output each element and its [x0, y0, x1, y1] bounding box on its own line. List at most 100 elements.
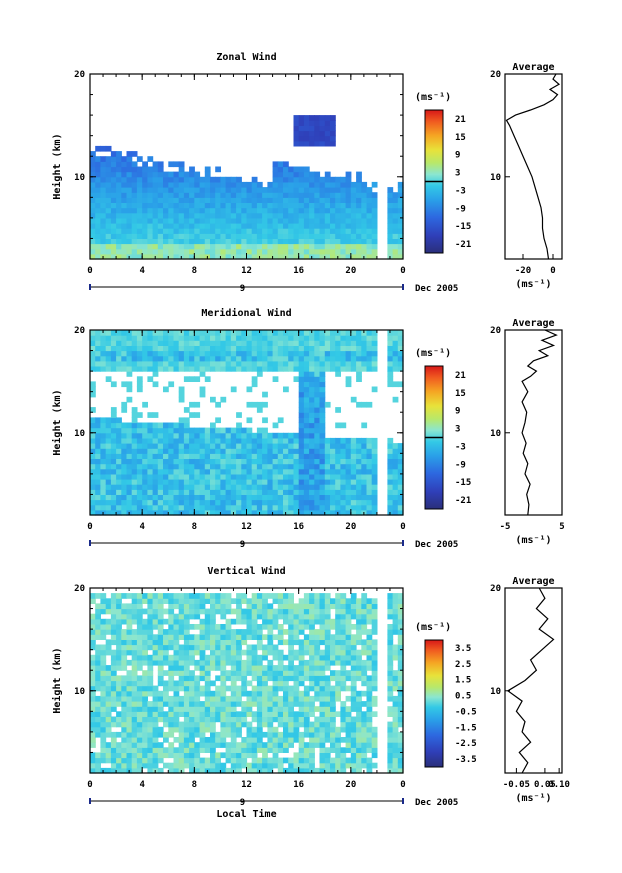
heatmap-cell — [293, 701, 300, 707]
heatmap-cell — [293, 463, 300, 470]
heatmap-cell — [309, 171, 315, 178]
heatmap-cell — [309, 176, 315, 183]
heatmap-cell — [210, 366, 216, 372]
heatmap-cell — [272, 613, 279, 620]
heatmap-cell — [293, 695, 300, 702]
heatmap-cell — [189, 171, 195, 178]
heatmap-cell — [236, 608, 242, 615]
heatmap-cell — [215, 695, 221, 702]
heatmap-cell — [251, 176, 258, 183]
heatmap-cell — [288, 665, 294, 671]
heatmap-cell — [288, 432, 294, 439]
heatmap-cell — [215, 335, 221, 341]
heatmap-cell — [392, 716, 399, 723]
heatmap-cell — [288, 223, 294, 229]
heatmap-cell — [204, 680, 211, 687]
heatmap-cell — [142, 401, 148, 408]
heatmap-cell — [340, 350, 347, 357]
heatmap-cell — [147, 624, 154, 630]
heatmap-cell — [173, 228, 180, 234]
heatmap-cell — [90, 767, 96, 774]
heatmap-cell — [183, 243, 190, 250]
heatmap-cell — [204, 171, 211, 178]
heatmap-cell — [330, 473, 336, 480]
x-tick-label: 0 — [400, 522, 405, 532]
heatmap-cell — [90, 217, 96, 224]
heatmap-cell — [350, 747, 357, 753]
heatmap-cell — [293, 629, 300, 635]
heatmap-cell — [288, 675, 294, 682]
heatmap-cell — [110, 659, 117, 666]
heatmap-cell — [142, 228, 148, 234]
heatmap-cell — [189, 680, 195, 687]
heatmap-cell — [204, 443, 211, 449]
heatmap-cell — [350, 192, 357, 198]
heatmap-cell — [110, 217, 117, 224]
heatmap-cell — [215, 701, 221, 707]
heatmap-cell — [251, 757, 258, 764]
heatmap-cell — [157, 161, 164, 168]
heatmap-cell — [241, 453, 248, 459]
heatmap-cell — [340, 634, 347, 640]
heatmap-cell — [293, 473, 300, 480]
heatmap-cell — [131, 330, 138, 336]
heatmap-cell — [335, 468, 341, 475]
heatmap-cell — [183, 437, 190, 444]
heatmap-cell — [371, 608, 378, 615]
date-line-end-marks — [89, 284, 404, 290]
heatmap-cell — [121, 695, 128, 702]
heatmap-cell — [95, 711, 101, 717]
heatmap-cell — [293, 752, 300, 759]
heatmap-cell — [121, 731, 128, 738]
heatmap-cell — [152, 192, 159, 198]
heatmap-cell — [267, 762, 274, 769]
heatmap-cell — [225, 248, 232, 255]
heatmap-cell — [131, 463, 138, 470]
heatmap-cell — [303, 489, 310, 495]
heatmap-cell — [110, 695, 117, 702]
heatmap-cell — [121, 757, 128, 764]
heatmap-cell — [168, 223, 175, 229]
heatmap-cell — [267, 659, 274, 666]
heatmap-cell — [303, 675, 310, 682]
heatmap-cell — [147, 706, 154, 712]
heatmap-cell — [340, 484, 347, 490]
heatmap-cell — [210, 233, 216, 239]
heatmap-cell — [251, 468, 258, 475]
heatmap-cell — [110, 187, 117, 193]
heatmap-cell — [210, 706, 216, 712]
heatmap-cell — [199, 437, 206, 444]
heatmap-cell — [293, 731, 300, 738]
heatmap-cell — [366, 335, 373, 341]
heatmap-cell — [397, 355, 404, 362]
heatmap-cell — [121, 690, 128, 697]
heatmap-cell — [126, 366, 133, 372]
heatmap-cell — [356, 228, 362, 234]
heatmap-cell — [251, 624, 258, 630]
heatmap-cell — [392, 453, 399, 459]
heatmap-cell — [397, 618, 404, 625]
avg-y-tick-label: 20 — [490, 584, 501, 594]
heatmap-cell — [215, 659, 221, 666]
heatmap-cell — [194, 453, 201, 459]
heatmap-cell — [330, 603, 336, 610]
heatmap-cell — [267, 644, 274, 651]
heatmap-cell — [309, 484, 315, 490]
heatmap-cell — [126, 396, 133, 403]
heatmap-cell — [126, 432, 133, 439]
heatmap-cell — [100, 248, 107, 255]
heatmap-cell — [152, 618, 159, 625]
heatmap-cell — [168, 489, 175, 495]
heatmap-cell — [267, 603, 274, 610]
heatmap-cell — [230, 335, 237, 341]
heatmap-cell — [194, 680, 201, 687]
heatmap-cell — [272, 608, 279, 615]
heatmap-cell — [110, 463, 117, 470]
heatmap-cell — [283, 706, 289, 712]
heatmap-cell — [183, 422, 190, 429]
heatmap-cell — [110, 192, 117, 198]
heatmap-cell — [272, 504, 279, 511]
heatmap-cell — [314, 130, 321, 137]
heatmap-cell — [194, 690, 201, 697]
heatmap-cell — [173, 649, 180, 656]
